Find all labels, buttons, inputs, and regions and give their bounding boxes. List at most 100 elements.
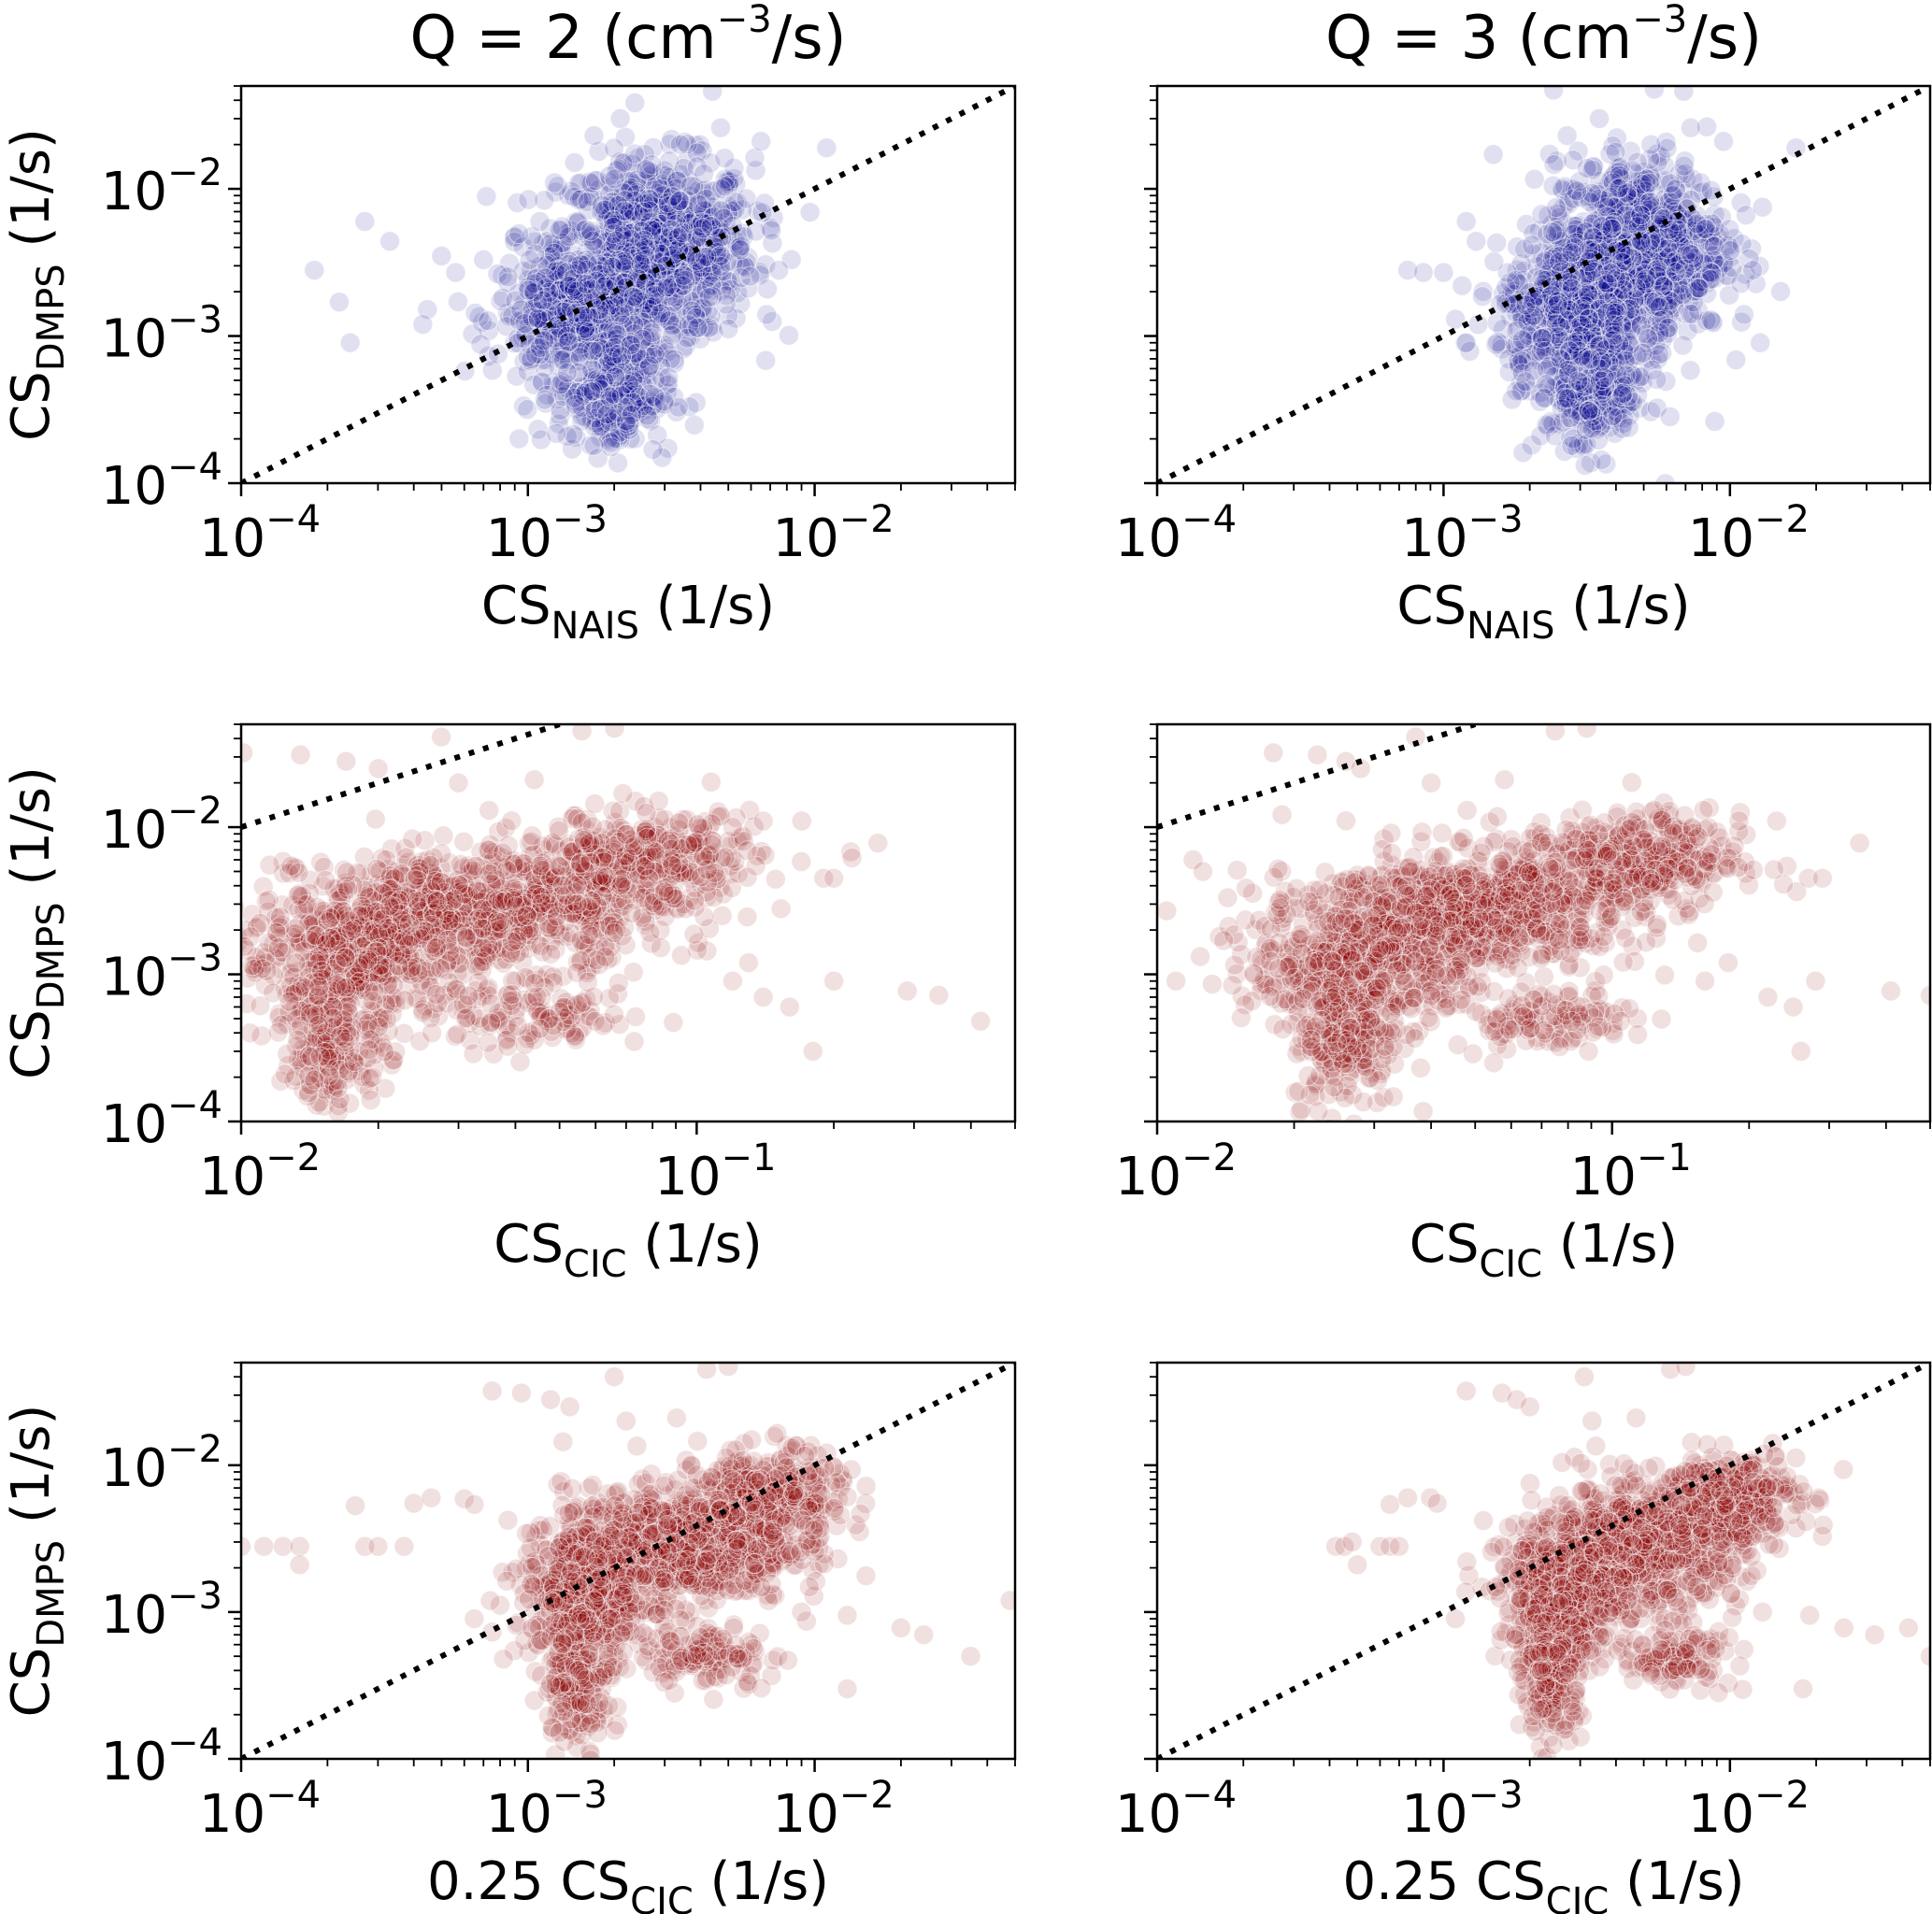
- data-point: [1660, 173, 1681, 194]
- data-point: [1591, 216, 1612, 237]
- data-point: [394, 990, 415, 1011]
- x-tick-label: 10−4: [199, 498, 321, 569]
- data-point: [568, 190, 590, 210]
- data-point: [398, 913, 420, 935]
- data-point: [1600, 263, 1622, 284]
- data-point: [1536, 414, 1557, 436]
- data-point: [1704, 410, 1725, 432]
- data-point: [1550, 349, 1571, 369]
- data-point: [714, 148, 736, 169]
- data-point: [570, 254, 592, 275]
- data-point: [497, 266, 519, 288]
- data-point: [1515, 371, 1537, 393]
- data-point: [1567, 370, 1589, 392]
- data-point: [632, 328, 653, 350]
- data-point: [241, 882, 243, 894]
- scatter-points: [220, 724, 992, 1121]
- data-point: [379, 895, 400, 917]
- data-point: [1770, 281, 1791, 302]
- data-point: [687, 193, 708, 215]
- data-point: [718, 318, 739, 339]
- panel-title: Q = 3 (cm−3/s): [1325, 0, 1762, 73]
- data-point: [1542, 221, 1563, 243]
- data-point: [757, 279, 778, 300]
- data-point: [653, 391, 675, 412]
- data-point: [745, 221, 766, 242]
- data-point: [1531, 328, 1553, 349]
- data-point: [765, 868, 786, 890]
- data-point: [259, 854, 280, 876]
- data-point: [366, 858, 388, 879]
- data-point: [341, 921, 362, 941]
- outlier-point: [1455, 332, 1477, 353]
- outlier-point: [1742, 260, 1764, 281]
- data-point: [1576, 158, 1597, 179]
- data-point: [1700, 309, 1722, 331]
- data-point: [754, 193, 775, 214]
- outlier-point: [1556, 125, 1578, 147]
- outlier-point: [354, 211, 376, 232]
- data-point: [582, 380, 604, 402]
- data-point: [508, 428, 530, 450]
- data-point: [623, 286, 644, 307]
- data-point: [564, 186, 584, 207]
- data-point: [636, 159, 657, 180]
- data-point: [1605, 141, 1626, 163]
- data-point: [501, 931, 522, 952]
- data-point: [1578, 400, 1599, 421]
- data-point: [578, 924, 599, 945]
- data-point: [1630, 205, 1652, 225]
- data-point: [268, 937, 289, 959]
- data-point: [683, 414, 705, 436]
- data-point: [448, 291, 468, 312]
- data-point: [1501, 389, 1523, 410]
- data-point: [241, 955, 263, 977]
- data-point: [1680, 303, 1701, 324]
- data-point: [518, 189, 539, 210]
- data-point: [388, 955, 409, 977]
- data-point: [1486, 232, 1508, 253]
- data-point: [736, 188, 757, 209]
- data-point: [534, 389, 555, 410]
- outlier-point: [529, 211, 551, 232]
- data-point: [672, 222, 694, 243]
- data-point: [1486, 312, 1508, 334]
- data-point: [639, 355, 660, 377]
- data-point: [1542, 175, 1564, 196]
- data-point: [378, 921, 399, 942]
- data-point: [1511, 329, 1533, 350]
- outlier-point: [1412, 262, 1434, 283]
- data-point: [1720, 239, 1741, 261]
- panel-title: Q = 2 (cm−3/s): [409, 0, 846, 73]
- outlier-point: [1561, 435, 1582, 456]
- outlier-point: [768, 260, 790, 281]
- data-point: [280, 855, 302, 877]
- data-point: [398, 935, 420, 955]
- data-point: [762, 311, 783, 333]
- data-point: [642, 439, 664, 461]
- data-point: [1482, 144, 1504, 165]
- data-point: [1750, 332, 1771, 353]
- data-point: [568, 173, 590, 194]
- data-point: [433, 825, 454, 847]
- data-point: [220, 951, 239, 971]
- data-point: [476, 186, 497, 207]
- data-point: [576, 274, 597, 294]
- data-point: [651, 303, 672, 324]
- outlier-point: [1752, 196, 1773, 218]
- data-point: [1567, 331, 1588, 352]
- data-point: [1534, 388, 1555, 409]
- x-tick-label: 10−3: [486, 498, 608, 569]
- data-point: [656, 277, 678, 298]
- data-point: [479, 864, 500, 884]
- data-point: [1639, 172, 1660, 193]
- data-point: [1680, 360, 1701, 381]
- data-point: [630, 253, 651, 275]
- data-point: [425, 937, 447, 959]
- outlier-point: [1455, 211, 1477, 232]
- data-point: [1626, 151, 1648, 173]
- outlier-point: [702, 86, 723, 102]
- data-point: [1719, 219, 1740, 240]
- data-point: [755, 350, 777, 371]
- data-point: [1543, 154, 1565, 176]
